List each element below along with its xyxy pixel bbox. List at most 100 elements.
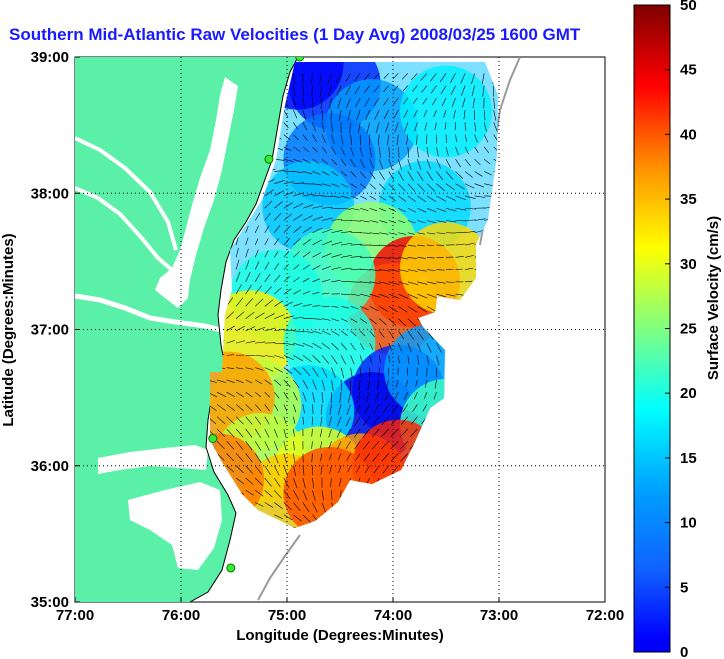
velocity-vector (417, 220, 426, 224)
velocity-vector (403, 109, 409, 119)
velocity-vector (359, 355, 364, 364)
velocity-vector (336, 85, 342, 96)
velocity-vector (434, 122, 437, 131)
velocity-vector (484, 171, 492, 176)
velocity-vector (359, 367, 362, 378)
velocity-vector (369, 269, 381, 271)
velocity-vector (302, 251, 311, 258)
velocity-vector (236, 367, 244, 370)
velocity-vector (302, 264, 310, 270)
velocity-vector (210, 391, 217, 398)
velocity-vector (417, 244, 425, 247)
velocity-vector (417, 232, 425, 235)
velocity-vector (379, 256, 390, 259)
velocity-vector (293, 302, 303, 307)
velocity-vector (293, 355, 304, 362)
velocity-vector (283, 490, 291, 500)
velocity-cell (400, 65, 492, 158)
velocity-vector (388, 355, 391, 363)
velocity-vector (302, 97, 305, 109)
velocity-vector (337, 97, 342, 109)
velocity-vector (264, 453, 271, 464)
velocity-vector (445, 171, 454, 180)
velocity-vector (312, 146, 318, 153)
velocity-vector (355, 404, 361, 415)
velocity-vector (283, 251, 290, 258)
velocity-vector (407, 330, 414, 340)
velocity-vector (369, 195, 377, 200)
velocity-vector (358, 379, 361, 391)
velocity-vector (474, 122, 477, 132)
velocity-vector (439, 73, 447, 83)
velocity-vector (426, 244, 435, 247)
velocity-vector (274, 416, 279, 425)
velocity-vector (302, 477, 306, 489)
velocity-vector (450, 73, 456, 83)
velocity-vector (254, 441, 262, 451)
velocity-vector (216, 416, 226, 425)
velocity-vector (226, 354, 235, 356)
velocity-vector (430, 85, 437, 94)
velocity-vector (329, 465, 332, 474)
velocity-vector (387, 134, 390, 146)
velocity-vector (445, 281, 455, 283)
velocity-vector (274, 453, 279, 464)
velocity-vector (436, 281, 446, 284)
velocity-vector (363, 85, 370, 94)
velocity-vector (236, 379, 244, 384)
velocity-vector (312, 239, 322, 246)
velocity-vector (311, 441, 313, 449)
velocity-vector (264, 299, 274, 307)
velocity-vector (274, 170, 285, 172)
velocity-vector (411, 73, 418, 81)
velocity-vector (274, 490, 282, 499)
velocity-vector (397, 367, 399, 375)
velocity-vector (254, 212, 261, 221)
velocity-vector (483, 122, 487, 132)
velocity-vector (369, 293, 380, 298)
velocity-vector (274, 238, 280, 246)
velocity-vector (293, 316, 304, 319)
velocity-vector (381, 441, 389, 450)
velocity-vector (302, 416, 304, 425)
colorbar-tick-label: 30 (680, 256, 697, 273)
velocity-vector (274, 263, 280, 270)
velocity-vector (493, 122, 498, 132)
velocity-vector (312, 477, 314, 489)
x-tick-label: 76:00 (162, 607, 200, 624)
velocity-vector (426, 159, 432, 170)
velocity-vector (321, 171, 330, 176)
velocity-vector (441, 97, 447, 107)
river-york-james (75, 293, 222, 333)
velocity-vector (383, 73, 389, 79)
velocity-vector (283, 213, 292, 221)
velocity-vector (379, 195, 387, 201)
velocity-vector (245, 453, 253, 463)
velocity-vector (410, 428, 418, 437)
velocity-vector (381, 453, 389, 462)
velocity-vector (254, 238, 259, 246)
velocity-vector (345, 416, 351, 427)
velocity-vector (236, 340, 246, 344)
velocity-vector (391, 416, 399, 425)
velocity-vector (445, 146, 449, 156)
velocity-vector (388, 343, 393, 351)
velocity-vector (366, 122, 370, 134)
velocity-vector (321, 292, 330, 295)
velocity-vector (302, 379, 309, 390)
velocity-vector (310, 73, 313, 85)
velocity-vector (216, 441, 225, 450)
y-tick-label: 37:00 (31, 322, 69, 339)
velocity-vector (436, 269, 445, 271)
velocity-vector (340, 342, 348, 351)
velocity-vector (245, 248, 249, 258)
velocity-vector (455, 183, 465, 190)
velocity-vector (350, 355, 355, 365)
velocity-vector (390, 441, 399, 450)
velocity-vector (407, 171, 414, 181)
velocity-vector (328, 441, 332, 449)
velocity-vector (245, 477, 254, 485)
velocity-vector (369, 355, 372, 364)
velocity-vector (283, 379, 291, 388)
velocity-vector (321, 217, 333, 221)
